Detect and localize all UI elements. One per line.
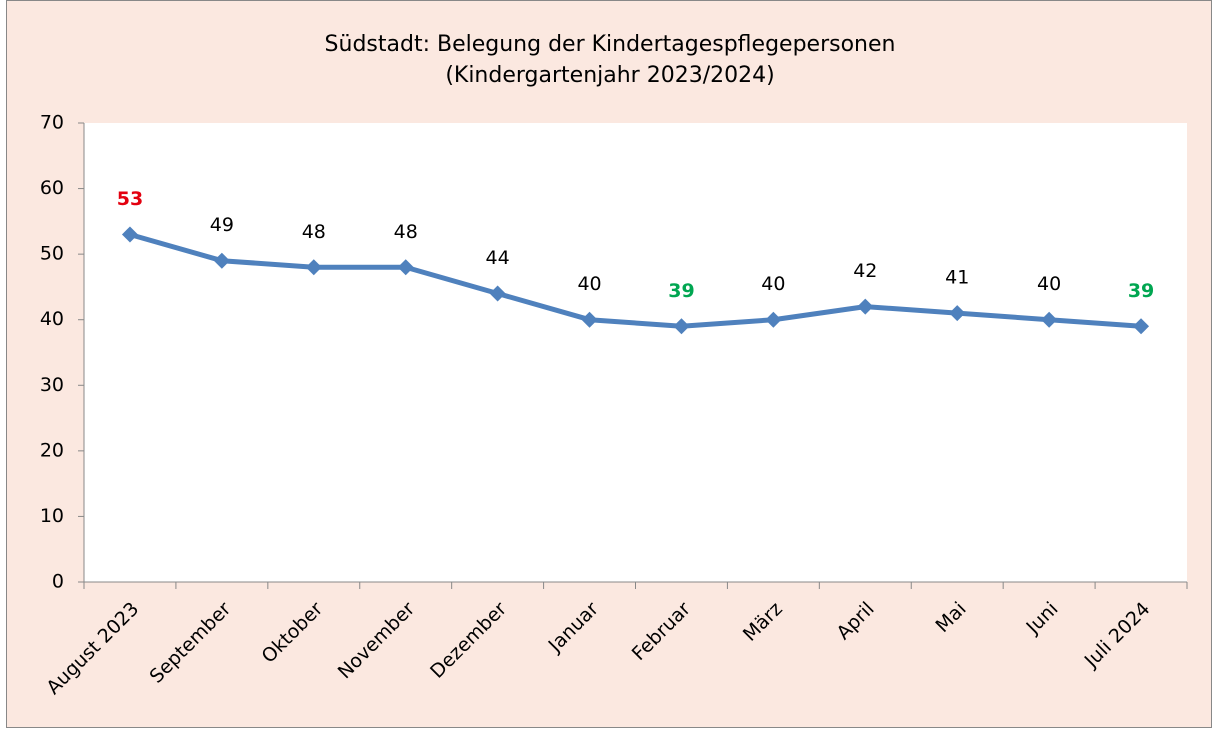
- marker: [489, 285, 506, 302]
- data-label: 48: [302, 221, 326, 243]
- y-tick-label: 30: [40, 374, 64, 396]
- data-label: 49: [210, 214, 234, 236]
- marker: [213, 252, 230, 269]
- chart-subtitle: (Kindergartenjahr 2023/2024): [445, 63, 774, 88]
- data-label: 48: [394, 221, 418, 243]
- data-label: 44: [486, 247, 510, 269]
- chart-title: Südstadt: Belegung der Kindertagespflege…: [325, 32, 896, 57]
- marker: [857, 298, 874, 315]
- marker: [673, 318, 690, 335]
- data-label: 41: [945, 267, 969, 289]
- marker: [397, 259, 414, 276]
- y-tick-label: 10: [40, 505, 64, 527]
- data-label: 53: [117, 188, 143, 210]
- y-tick-label: 50: [40, 243, 64, 265]
- marker: [305, 259, 322, 276]
- data-label: 42: [853, 260, 877, 282]
- marker: [949, 305, 966, 322]
- line: [129, 232, 1142, 329]
- data-label: 39: [1128, 280, 1154, 302]
- data-label: 39: [668, 280, 694, 302]
- marker: [765, 311, 782, 328]
- y-tick-label: 60: [40, 177, 64, 199]
- y-tick-label: 70: [40, 112, 64, 134]
- y-tick-label: 40: [40, 308, 64, 330]
- marker: [1041, 311, 1058, 328]
- marker: [121, 226, 138, 243]
- data-label: 40: [761, 273, 785, 295]
- marker: [1133, 318, 1150, 335]
- plot-area: [84, 123, 1187, 582]
- data-label: 40: [1037, 273, 1061, 295]
- marker: [581, 311, 598, 328]
- data-label: 40: [577, 273, 601, 295]
- y-tick-label: 20: [40, 439, 64, 461]
- y-tick-label: 0: [52, 571, 64, 593]
